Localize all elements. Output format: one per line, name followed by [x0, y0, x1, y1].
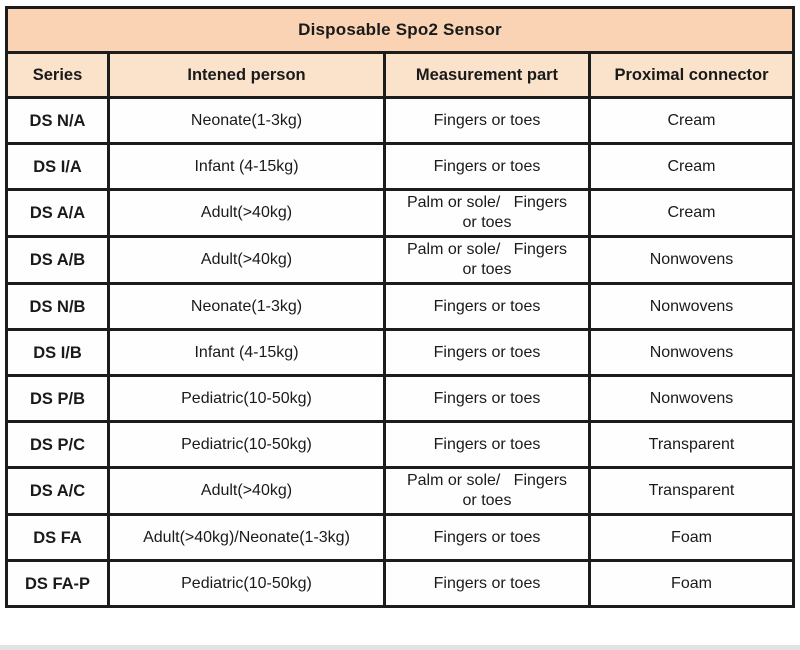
- cell-series: DS FA-P: [5, 559, 110, 608]
- table-title: Disposable Spo2 Sensor: [5, 6, 795, 54]
- table-row: DS FA-P Pediatric(10-50kg) Fingers or toes…: [5, 559, 795, 608]
- table-body: DS N/A Neonate(1-3kg) Fingers or toes Cream…: [5, 96, 795, 608]
- cell-connector: Transparent: [588, 420, 795, 469]
- cell-person: Neonate(1-3kg): [107, 282, 386, 331]
- table-header-row: Series Intened person Measurement part P…: [5, 51, 795, 99]
- cell-series: DS A/A: [5, 188, 110, 238]
- table-title-row: Disposable Spo2 Sensor: [5, 6, 795, 54]
- cell-part: Fingers or toes: [383, 142, 591, 191]
- table-row: DS N/B Neonate(1-3kg) Fingers or toes Nonwo…: [5, 282, 795, 331]
- table-row: DS A/A Adult(>40kg) Palm or sole/ Fingers …: [5, 188, 795, 238]
- column-header-person: Intened person: [107, 51, 386, 99]
- column-header-series: Series: [5, 51, 110, 99]
- cell-part: Fingers or toes: [383, 559, 591, 608]
- table-row: DS I/A Infant (4-15kg) Fingers or toes Crea…: [5, 142, 795, 191]
- cell-person: Pediatric(10-50kg): [107, 374, 386, 423]
- table-row: DS A/B Adult(>40kg) Palm or sole/ Fingers …: [5, 235, 795, 285]
- cell-connector: Cream: [588, 96, 795, 145]
- cell-connector: Nonwovens: [588, 235, 795, 285]
- table-row: DS P/B Pediatric(10-50kg) Fingers or toes N…: [5, 374, 795, 423]
- column-header-connector: Proximal connector: [588, 51, 795, 99]
- table-row: DS I/B Infant (4-15kg) Fingers or toes Nonw…: [5, 328, 795, 377]
- table-row: DS N/A Neonate(1-3kg) Fingers or toes Cream: [5, 96, 795, 145]
- cell-part: Fingers or toes: [383, 420, 591, 469]
- cell-part: Fingers or toes: [383, 282, 591, 331]
- cell-series: DS N/A: [5, 96, 110, 145]
- cell-part: Palm or sole/ Fingers or toes: [383, 466, 591, 516]
- cell-connector: Transparent: [588, 466, 795, 516]
- cell-person: Pediatric(10-50kg): [107, 559, 386, 608]
- cell-series: DS A/C: [5, 466, 110, 516]
- cell-connector: Nonwovens: [588, 374, 795, 423]
- cell-connector: Cream: [588, 142, 795, 191]
- cell-connector: Foam: [588, 513, 795, 562]
- cell-part: Palm or sole/ Fingers or toes: [383, 235, 591, 285]
- cell-connector: Nonwovens: [588, 282, 795, 331]
- cell-person: Infant (4-15kg): [107, 328, 386, 377]
- cell-series: DS N/B: [5, 282, 110, 331]
- cell-person: Pediatric(10-50kg): [107, 420, 386, 469]
- cell-part: Fingers or toes: [383, 374, 591, 423]
- cell-series: DS A/B: [5, 235, 110, 285]
- cell-connector: Nonwovens: [588, 328, 795, 377]
- cell-part: Fingers or toes: [383, 513, 591, 562]
- cell-person: Adult(>40kg): [107, 466, 386, 516]
- cell-series: DS FA: [5, 513, 110, 562]
- cell-series: DS P/C: [5, 420, 110, 469]
- cell-part: Fingers or toes: [383, 328, 591, 377]
- cell-person: Adult(>40kg)/Neonate(1-3kg): [107, 513, 386, 562]
- cell-person: Infant (4-15kg): [107, 142, 386, 191]
- cell-connector: Cream: [588, 188, 795, 238]
- cell-series: DS P/B: [5, 374, 110, 423]
- cell-connector: Foam: [588, 559, 795, 608]
- bottom-shadow-strip: [0, 645, 800, 650]
- table-row: DS A/C Adult(>40kg) Palm or sole/ Fingers …: [5, 466, 795, 516]
- table-row: DS P/C Pediatric(10-50kg) Fingers or toes T…: [5, 420, 795, 469]
- cell-series: DS I/B: [5, 328, 110, 377]
- column-header-part: Measurement part: [383, 51, 591, 99]
- spo2-sensor-table: Disposable Spo2 Sensor Series Intened pe…: [5, 6, 795, 608]
- cell-part: Fingers or toes: [383, 96, 591, 145]
- cell-series: DS I/A: [5, 142, 110, 191]
- cell-person: Adult(>40kg): [107, 188, 386, 238]
- table-row: DS FA Adult(>40kg)/Neonate(1-3kg) Fingers …: [5, 513, 795, 562]
- cell-person: Neonate(1-3kg): [107, 96, 386, 145]
- cell-part: Palm or sole/ Fingers or toes: [383, 188, 591, 238]
- cell-person: Adult(>40kg): [107, 235, 386, 285]
